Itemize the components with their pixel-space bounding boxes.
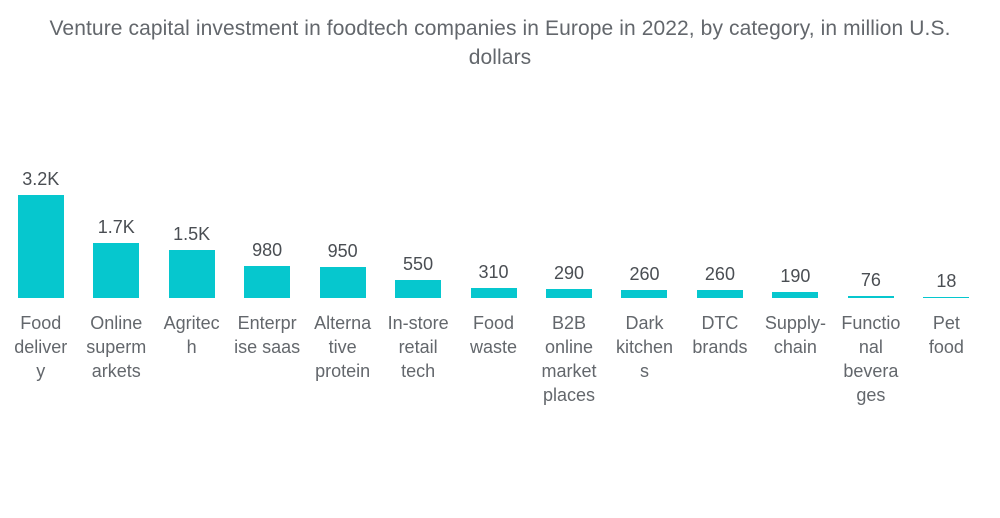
bar (847, 295, 894, 298)
bar-area: 1.5K (168, 168, 215, 298)
bar (93, 243, 140, 298)
bar-column: 3.2K Food deliver y (3, 168, 78, 383)
bar-column: 310 Food waste (456, 168, 531, 359)
vc-foodtech-chart-figure: Venture capital investment in foodtech c… (0, 14, 1000, 518)
bar-value-label: 950 (327, 241, 358, 262)
bar-value-label: 76 (860, 269, 881, 290)
bar (319, 267, 366, 298)
chart-title: Venture capital investment in foodtech c… (49, 17, 951, 69)
category-label: DTC brands (692, 313, 748, 357)
bar-column: 190 Supply- chain (758, 168, 833, 359)
bar-column: 950 Alterna tive protein (305, 168, 380, 383)
bar-value-label: 18 (936, 271, 957, 292)
bar-value-label: 980 (252, 240, 283, 261)
bar (168, 249, 215, 298)
bar (923, 297, 970, 298)
category-label: Functio nal bevera ges (841, 313, 901, 405)
category-label: Agritec h (163, 313, 220, 357)
category-label: Supply- chain (764, 313, 826, 357)
bar (621, 289, 668, 298)
bar-column: 1.7K Online superm arkets (78, 168, 153, 383)
bar-area: 950 (319, 168, 366, 298)
bar (244, 266, 291, 298)
bar-area: 260 (621, 168, 668, 298)
bar-column: 980 Enterpr ise saas (229, 168, 304, 359)
bar-area: 260 (696, 168, 743, 298)
bar-column: 290 B2B online market places (531, 168, 606, 407)
bar (17, 195, 64, 298)
bar-value-label: 1.7K (97, 217, 135, 238)
bar (772, 291, 819, 298)
category-label: Alterna tive protein (314, 313, 372, 381)
category-label: Dark kitchen s (615, 313, 673, 381)
category-label: Online superm arkets (86, 313, 147, 381)
bar-column: 550 In-store retail tech (380, 168, 455, 383)
bar-value-label: 260 (629, 263, 660, 284)
category-label: Pet food (928, 313, 964, 357)
bar-column: 18 Pet food (909, 168, 984, 359)
bar-area: 190 (772, 168, 819, 298)
bar (395, 280, 442, 298)
bar-area: 18 (923, 168, 970, 298)
bar-value-label: 3.2K (22, 169, 60, 189)
category-label: In-store retail tech (387, 313, 449, 381)
bar-column: 260 Dark kitchen s (607, 168, 682, 383)
bar (546, 288, 593, 298)
category-label: Food deliver y (14, 313, 68, 381)
bar-value-label: 290 (553, 262, 585, 283)
bar-value-label: 260 (704, 263, 735, 284)
bar-value-label: 190 (780, 265, 811, 286)
bar-value-label: 310 (478, 262, 509, 283)
bar-area: 1.7K (93, 168, 140, 298)
bar-area: 550 (395, 168, 442, 298)
bar-value-label: 550 (403, 254, 434, 275)
bar-chart: 3.2K Food deliver y 1.7K Online superm arke… (3, 168, 984, 407)
bar-area: 3.2K (17, 168, 64, 298)
bar-area: 290 (546, 168, 593, 298)
category-label: B2B online market places (541, 313, 597, 405)
bar-area: 980 (244, 168, 291, 298)
category-label: Food waste (470, 313, 518, 357)
category-label: Enterpr ise saas (234, 313, 301, 357)
bar (696, 289, 743, 298)
bar-area: 310 (470, 168, 517, 298)
bar (470, 288, 517, 298)
bar-area: 76 (847, 168, 894, 298)
bar-column: 1.5K Agritec h (154, 168, 229, 359)
bar-column: 76 Functio nal bevera ges (833, 168, 908, 407)
bar-column: 260 DTC brands (682, 168, 757, 359)
bar-value-label: 1.5K (173, 223, 211, 244)
